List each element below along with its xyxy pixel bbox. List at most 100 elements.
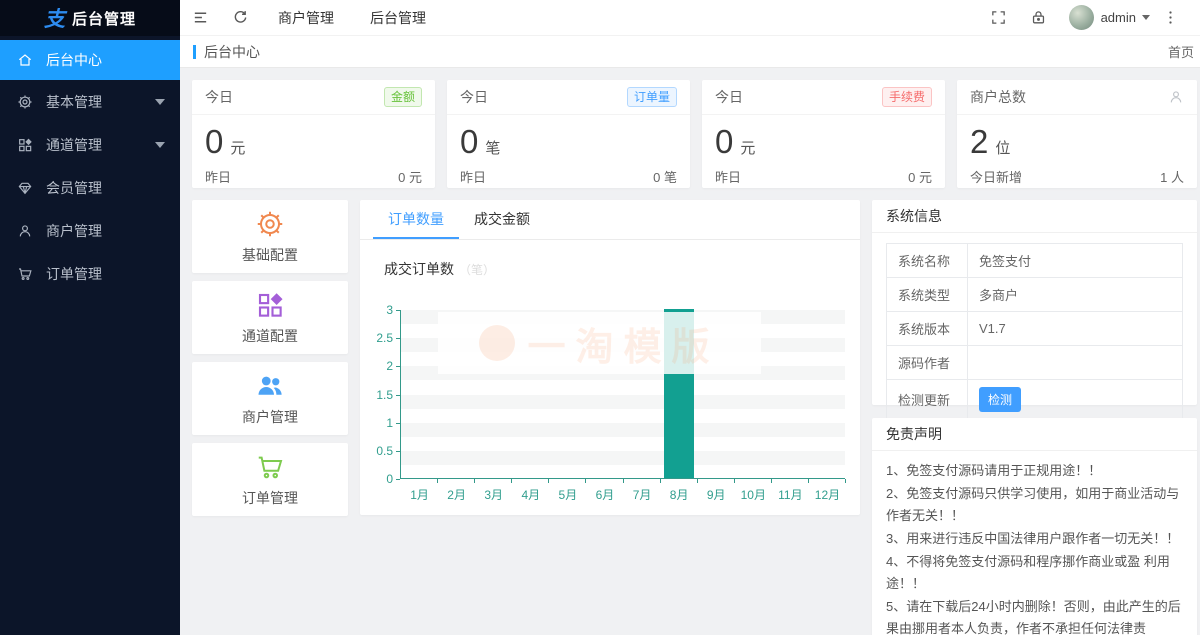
stat-unit: 元 xyxy=(740,140,756,157)
stat-title: 今日 xyxy=(460,89,488,105)
sidebar: 支 后台管理 后台中心 基本管理 通道管理 会员管理 xyxy=(0,0,180,635)
stat-value: 0 xyxy=(460,123,479,160)
shortcut-label: 基础配置 xyxy=(242,246,298,263)
shortcut-channel-config[interactable]: 通道配置 xyxy=(192,281,348,354)
stat-sub-label: 昨日 xyxy=(460,170,487,185)
shortcut-order-management[interactable]: 订单管理 xyxy=(192,443,348,516)
cart-icon xyxy=(17,266,33,282)
breadcrumb: 后台中心 首页 xyxy=(180,36,1200,68)
stat-sub-value: 0 元 xyxy=(908,170,932,185)
username: admin xyxy=(1100,10,1136,25)
disclaimer-item: 3、用来进行违反中国法律用户跟作者一切无关！！ xyxy=(886,531,1180,546)
stat-sub-label: 今日新增 xyxy=(970,170,1023,185)
collapse-menu-icon[interactable] xyxy=(180,0,220,36)
sidebar-item-label: 基本管理 xyxy=(46,93,102,110)
chart-plot: 1月 2月 3月 4月 5月 6月 7月 8月 9月 10月 11月 12月 0 0.5 1 1.5 2 2.5 3… xyxy=(376,303,846,502)
x-axis-label: 6月 xyxy=(595,488,615,502)
sidebar-item-label: 订单管理 xyxy=(46,265,102,282)
y-axis-label: 1 xyxy=(386,415,393,430)
breadcrumb-accent xyxy=(193,44,196,59)
sidebar-item-channels[interactable]: 通道管理 xyxy=(0,123,180,166)
user-icon xyxy=(17,223,33,239)
shortcut-merchant-management[interactable]: 商户管理 xyxy=(192,362,348,435)
x-axis-label: 10月 xyxy=(740,488,766,502)
disclaimer-body: 1、免签支付源码请用于正规用途！！ 2、免签支付源码只供学习使用，如用于商业活动… xyxy=(872,451,1197,635)
refresh-icon[interactable] xyxy=(220,0,260,36)
topbar: 商户管理 后台管理 admin xyxy=(180,0,1200,36)
app-title: 后台管理 xyxy=(71,10,136,28)
y-axis-label: 0 xyxy=(386,472,393,486)
y-axis-label: 0.5 xyxy=(376,443,393,458)
table-row: 系统版本 V1.7 xyxy=(886,311,1183,346)
more-options-icon[interactable] xyxy=(1150,0,1190,36)
sidebar-item-label: 后台中心 xyxy=(46,52,102,68)
gear-icon xyxy=(17,94,33,110)
stat-value: 0 xyxy=(715,123,734,160)
stat-sub-value: 1 人 xyxy=(1160,170,1184,185)
shortcut-label: 订单管理 xyxy=(242,489,298,506)
y-axis-label: 2 xyxy=(386,359,393,374)
topbar-tab-merchants[interactable]: 商户管理 xyxy=(278,9,334,26)
sidebar-item-label: 通道管理 xyxy=(46,136,102,153)
chart-card: 订单数量 成交金额 成交订单数 （笔） 1月 2月 3月 4月 5月 6月 7月 8月 9月 10月… xyxy=(360,200,860,515)
stat-value: 2 xyxy=(970,123,989,160)
chart-tabs: 订单数量 成交金额 xyxy=(360,200,860,240)
sidebar-item-orders[interactable]: 订单管理 xyxy=(0,252,180,295)
x-axis-label: 7月 xyxy=(632,488,652,502)
stat-unit: 笔 xyxy=(485,140,501,157)
chart-title: 成交订单数 （笔） xyxy=(384,261,496,277)
disclaimer-item: 2、免签支付源码只供学习使用，如用于商业活动与作者无关！！ xyxy=(886,486,1180,523)
user-menu[interactable]: admin xyxy=(1101,10,1150,25)
x-axis-label: 4月 xyxy=(521,488,541,502)
watermark-logo-icon xyxy=(479,325,516,361)
caret-down-icon xyxy=(1142,15,1150,20)
amount-badge: 金额 xyxy=(383,87,422,107)
tab-transaction-amount[interactable]: 成交金额 xyxy=(474,211,530,227)
stat-title: 今日 xyxy=(205,89,233,105)
shortcut-basic-config[interactable]: 基础配置 xyxy=(192,200,348,273)
tab-order-count[interactable]: 订单数量 xyxy=(373,200,459,239)
sidebar-item-dashboard[interactable]: 后台中心 xyxy=(0,40,180,80)
topbar-actions: admin xyxy=(979,0,1200,36)
shortcut-label: 通道配置 xyxy=(242,327,298,344)
user-icon xyxy=(1168,89,1184,105)
shortcut-label: 商户管理 xyxy=(242,408,298,425)
system-info-table: 系统名称 免签支付 系统类型 多商户 系统版本 V1.7 源码作者 检测更新 检测 xyxy=(886,243,1183,420)
y-axis-label: 2.5 xyxy=(376,331,393,346)
channels-icon xyxy=(255,290,285,320)
check-update-button[interactable]: 检测 xyxy=(979,387,1022,412)
sidebar-item-members[interactable]: 会员管理 xyxy=(0,166,180,209)
app-logo: 支 后台管理 xyxy=(0,0,180,36)
x-axis-label: 9月 xyxy=(706,488,726,502)
x-axis-label: 2月 xyxy=(447,488,466,502)
sidebar-item-basic[interactable]: 基本管理 xyxy=(0,80,180,123)
fullscreen-icon[interactable] xyxy=(979,0,1019,36)
table-row: 系统名称 免签支付 xyxy=(886,243,1183,278)
chevron-down-icon xyxy=(155,141,165,148)
sidebar-item-merchants[interactable]: 商户管理 xyxy=(0,209,180,252)
pay-logo-icon: 支 xyxy=(43,7,65,31)
order-count-badge: 订单量 xyxy=(626,87,677,107)
disclaimer-item: 1、免签支付源码请用于正规用途！！ xyxy=(886,463,1102,478)
gear-icon xyxy=(255,209,285,239)
stat-unit: 元 xyxy=(230,140,246,157)
users-icon xyxy=(255,371,285,401)
stat-unit: 位 xyxy=(995,140,1011,157)
topbar-tab-admin[interactable]: 后台管理 xyxy=(370,9,426,26)
panel-title: 免责声明 xyxy=(872,418,1197,451)
x-axis-label: 12月 xyxy=(814,488,841,502)
home-link[interactable]: 首页 xyxy=(1167,45,1194,60)
table-row: 系统类型 多商户 xyxy=(886,277,1183,312)
lock-icon[interactable] xyxy=(1019,0,1059,36)
avatar[interactable] xyxy=(1068,5,1094,30)
stat-title: 商户总数 xyxy=(970,89,1026,105)
table-row: 检测更新 检测 xyxy=(886,379,1183,420)
chevron-down-icon xyxy=(155,98,165,105)
home-icon xyxy=(17,52,33,68)
